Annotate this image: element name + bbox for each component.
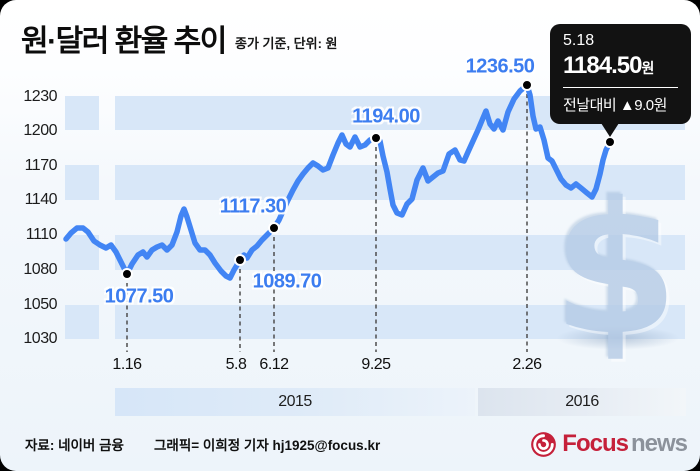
y-axis-tick-label: 1230 — [23, 88, 57, 105]
chart-subtitle: 종가 기준, 단위: 원 — [235, 36, 338, 51]
callout-divider — [563, 87, 678, 88]
y-axis-tick-label: 1110 — [25, 226, 58, 243]
x-axis-tick-label: 9.25 — [361, 356, 391, 373]
y-axis-tick-label: 1200 — [23, 122, 57, 139]
x-axis-tick-label: 5.8 — [225, 356, 247, 373]
y-axis-tick-label: 1050 — [23, 296, 57, 313]
dollar-watermark-shadow — [556, 326, 680, 350]
y-axis-tick-label: 1080 — [23, 261, 57, 278]
dollar-sign-watermark: $ — [552, 163, 679, 375]
callout-date: 5.18 — [563, 32, 595, 49]
callout-unit: 원 — [641, 60, 655, 76]
background-stripe — [65, 165, 99, 200]
page-title: 원·달러 환율 추이 — [21, 25, 227, 58]
logo-text-focus: Focus — [562, 430, 629, 457]
year-band-2016: 2016 — [478, 388, 686, 416]
latest-value-callout: 5.18 1184.50원 전날대비 ▲9.0원 — [550, 24, 691, 137]
background-stripe — [65, 96, 99, 130]
x-axis-tick-label: 2.26 — [512, 356, 542, 373]
source-text: 자료: 네이버 금융 — [25, 438, 124, 453]
data-point-marker — [234, 254, 246, 266]
focus-news-swirl-icon — [531, 431, 557, 457]
up-arrow-icon: ▲ — [619, 97, 635, 114]
exchange-rate-line — [63, 82, 613, 281]
point-value-label: 1089.70 — [252, 270, 322, 293]
y-axis-tick-label: 1030 — [23, 330, 57, 347]
focus-news-logo: Focus news — [530, 430, 688, 458]
credit-text: 그래픽= 이희정 기자 hj1925@focus.kr — [154, 438, 381, 453]
data-point-marker — [370, 132, 382, 144]
x-axis-tick-label: 6.12 — [259, 356, 289, 373]
callout-delta: 전날대비 ▲9.0원 — [563, 97, 667, 114]
data-point-marker — [521, 79, 533, 91]
year-band-2015: 2015 — [115, 388, 475, 416]
point-value-label: 1194.00 — [352, 105, 420, 128]
callout-pointer — [601, 123, 619, 137]
data-point-marker — [268, 222, 280, 234]
y-axis-tick-label: 1140 — [24, 191, 58, 208]
x-axis-tick-label: 1.16 — [112, 356, 142, 373]
data-point-marker — [604, 136, 616, 148]
background-stripe — [65, 305, 99, 339]
data-point-marker — [121, 268, 133, 280]
callout-value: 1184.50원 — [563, 52, 655, 79]
point-value-label: 1117.30 — [219, 195, 287, 218]
point-value-label: 1077.50 — [104, 285, 174, 308]
logo-text-news: news — [630, 430, 688, 457]
point-value-label: 1236.50 — [465, 55, 535, 78]
y-axis-tick-label: 1170 — [24, 157, 58, 174]
